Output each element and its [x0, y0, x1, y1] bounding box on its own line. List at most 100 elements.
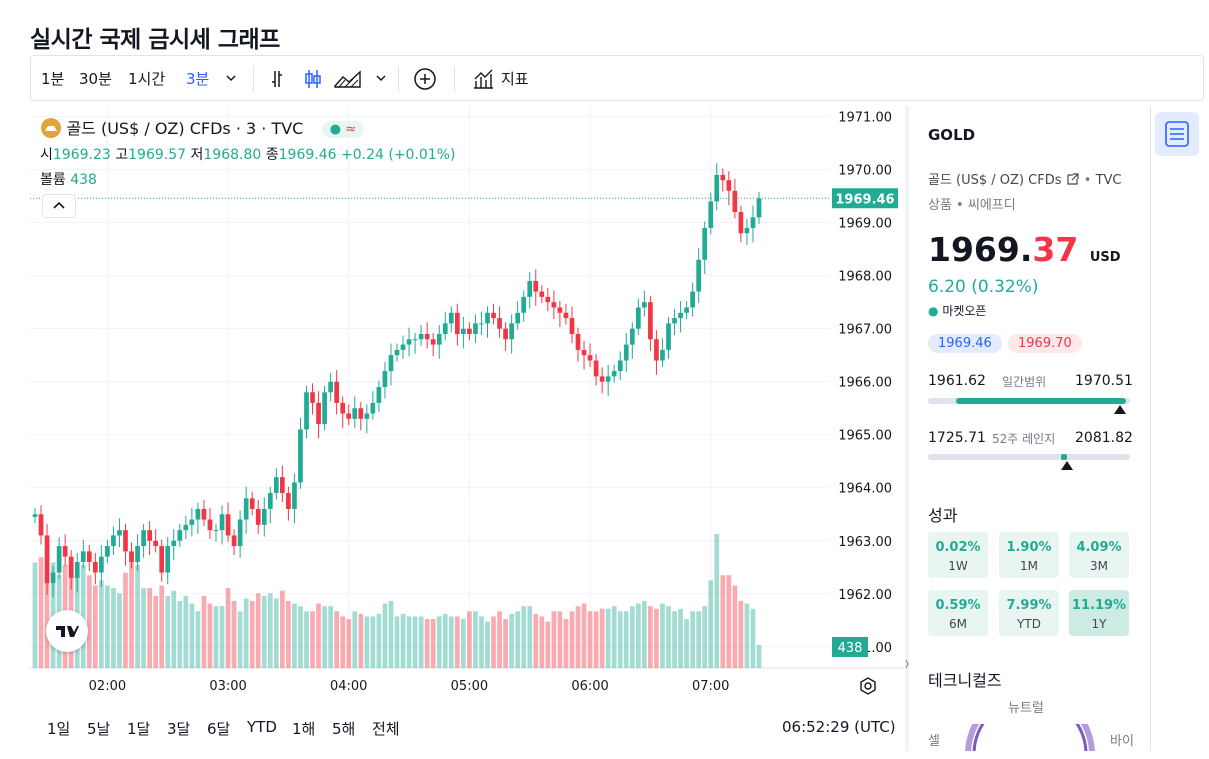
candle-body [467, 328, 472, 334]
close-label: 종 [265, 147, 279, 163]
candle-body [732, 190, 738, 213]
candle-style-icon[interactable] [303, 68, 323, 90]
perf-ytd[interactable]: 7.99% YTD [999, 590, 1059, 636]
range-1mo[interactable]: 1달 [127, 720, 151, 738]
gauge-buy-label: 바이 [1110, 734, 1134, 749]
volume-bar [509, 613, 514, 668]
chevron-down-icon[interactable] [225, 72, 237, 84]
symbol-name: 골드 (US$ / OZ) CFDs [928, 173, 1062, 188]
range-1d[interactable]: 1일 [47, 720, 71, 738]
perf-3m[interactable]: 4.09% 3M [1069, 532, 1129, 578]
range-all[interactable]: 전체 [372, 720, 400, 738]
w52-high: 2081.82 [1075, 430, 1133, 446]
volume-bar [231, 601, 237, 668]
watchlist-button[interactable] [1155, 112, 1199, 156]
area-style-icon[interactable] [333, 68, 363, 90]
range-5y[interactable]: 5해 [332, 720, 356, 738]
volume-bar [141, 588, 146, 668]
candle-body [292, 482, 297, 509]
range-6mo[interactable]: 6달 [207, 720, 231, 738]
category-label[interactable]: 상품 [928, 198, 952, 213]
range-ytd[interactable]: YTD [247, 718, 277, 736]
volume-bar [642, 601, 647, 668]
volume-bar [322, 606, 327, 668]
interval-1m-button[interactable]: 1분 [41, 70, 65, 88]
y-tick-label: 1970.00 [838, 164, 892, 179]
candle-body [690, 291, 695, 308]
candle-body [225, 514, 231, 536]
volume-bar [219, 606, 225, 668]
x-tick-label: 04:00 [330, 679, 367, 694]
interval-1h-button[interactable]: 1시간 [128, 70, 166, 88]
volume-legend: 볼륨 438 [40, 169, 97, 189]
indicators-icon[interactable] [471, 67, 495, 91]
volume-bar [352, 611, 358, 668]
candle-body [557, 307, 563, 313]
perf-period: 3M [1090, 559, 1108, 573]
candle-body [62, 546, 68, 557]
x-tick-label: 06:00 [571, 679, 608, 694]
range-5d[interactable]: 5날 [87, 720, 111, 738]
interval-30m-button[interactable]: 30분 [79, 70, 112, 88]
panel-divider[interactable] [905, 106, 909, 751]
candle-body [273, 477, 279, 494]
perf-value: 1.90% [1006, 540, 1052, 555]
candle-body [255, 508, 261, 525]
volume-bar [304, 611, 309, 668]
volume-bar [611, 606, 617, 668]
symbol-category: 상품 • 씨에프디 [928, 198, 1016, 213]
volume-bar [400, 613, 406, 668]
volume-bar [237, 611, 243, 668]
chart-panel[interactable]: 1971.00 1970.00 1969.00 1968.00 1967.00 1966.… [30, 106, 904, 706]
candle-body [461, 328, 466, 334]
volume-bar [135, 564, 140, 668]
bar-chart-style-icon[interactable] [269, 68, 289, 90]
interval-3m-button[interactable]: 3분 [186, 70, 210, 88]
perf-value: 11.19% [1071, 598, 1127, 613]
volume-bar [388, 601, 394, 668]
tradingview-logo[interactable] [46, 610, 88, 652]
day-range-low: 1961.62 [928, 373, 986, 389]
y-tick-label: 1963.00 [838, 535, 892, 550]
volume-bar [267, 593, 273, 668]
volume-bar [702, 606, 708, 668]
candle-body [545, 296, 551, 303]
symbol-title: 골드 (US$ / OZ) CFDs · 3 · TVC [66, 119, 304, 138]
external-link-icon[interactable] [1066, 172, 1080, 186]
low-value: 1968.80 [203, 147, 262, 163]
utc-clock[interactable]: 06:52:29 (UTC) [782, 718, 896, 736]
perf-1m[interactable]: 1.90% 1M [999, 532, 1059, 578]
volume-bar [424, 619, 430, 668]
perf-period: YTD [1017, 617, 1041, 631]
subcategory-label[interactable]: 씨에프디 [967, 198, 1016, 213]
candle-body [442, 323, 448, 334]
candle-body [696, 259, 702, 292]
candle-body [756, 198, 762, 218]
perf-1w[interactable]: 0.02% 1W [928, 532, 988, 578]
candle-body [92, 561, 98, 573]
perf-period: 1M [1020, 559, 1038, 573]
range-3mo[interactable]: 3달 [167, 720, 191, 738]
perf-1y[interactable]: 11.19% 1Y [1069, 590, 1129, 636]
volume-bar [648, 606, 653, 668]
chart-settings-icon[interactable] [858, 676, 878, 696]
candle-body [533, 280, 539, 292]
gauge-sell-label: 셀 [928, 734, 940, 749]
add-compare-icon[interactable] [413, 67, 437, 91]
candle-body [563, 312, 569, 319]
perf-6m[interactable]: 0.59% 6M [928, 590, 988, 636]
chevron-down-icon[interactable] [375, 72, 387, 84]
volume-bar [575, 606, 581, 668]
volume-bar [111, 588, 116, 668]
market-status-text: 마켓오픈 [942, 304, 987, 318]
indicators-button[interactable]: 지표 [501, 70, 529, 88]
range-1y[interactable]: 1해 [292, 720, 316, 738]
volume-bar [358, 613, 364, 668]
candle-body [412, 339, 418, 341]
last-volume-tag: 438 [838, 641, 863, 656]
candle-body [38, 514, 44, 536]
collapse-legend-button[interactable] [42, 194, 76, 218]
price-chart[interactable]: 1971.00 1970.00 1969.00 1968.00 1967.00 1966.… [30, 106, 904, 706]
candle-body [237, 519, 243, 547]
perf-value: 7.99% [1006, 598, 1052, 613]
